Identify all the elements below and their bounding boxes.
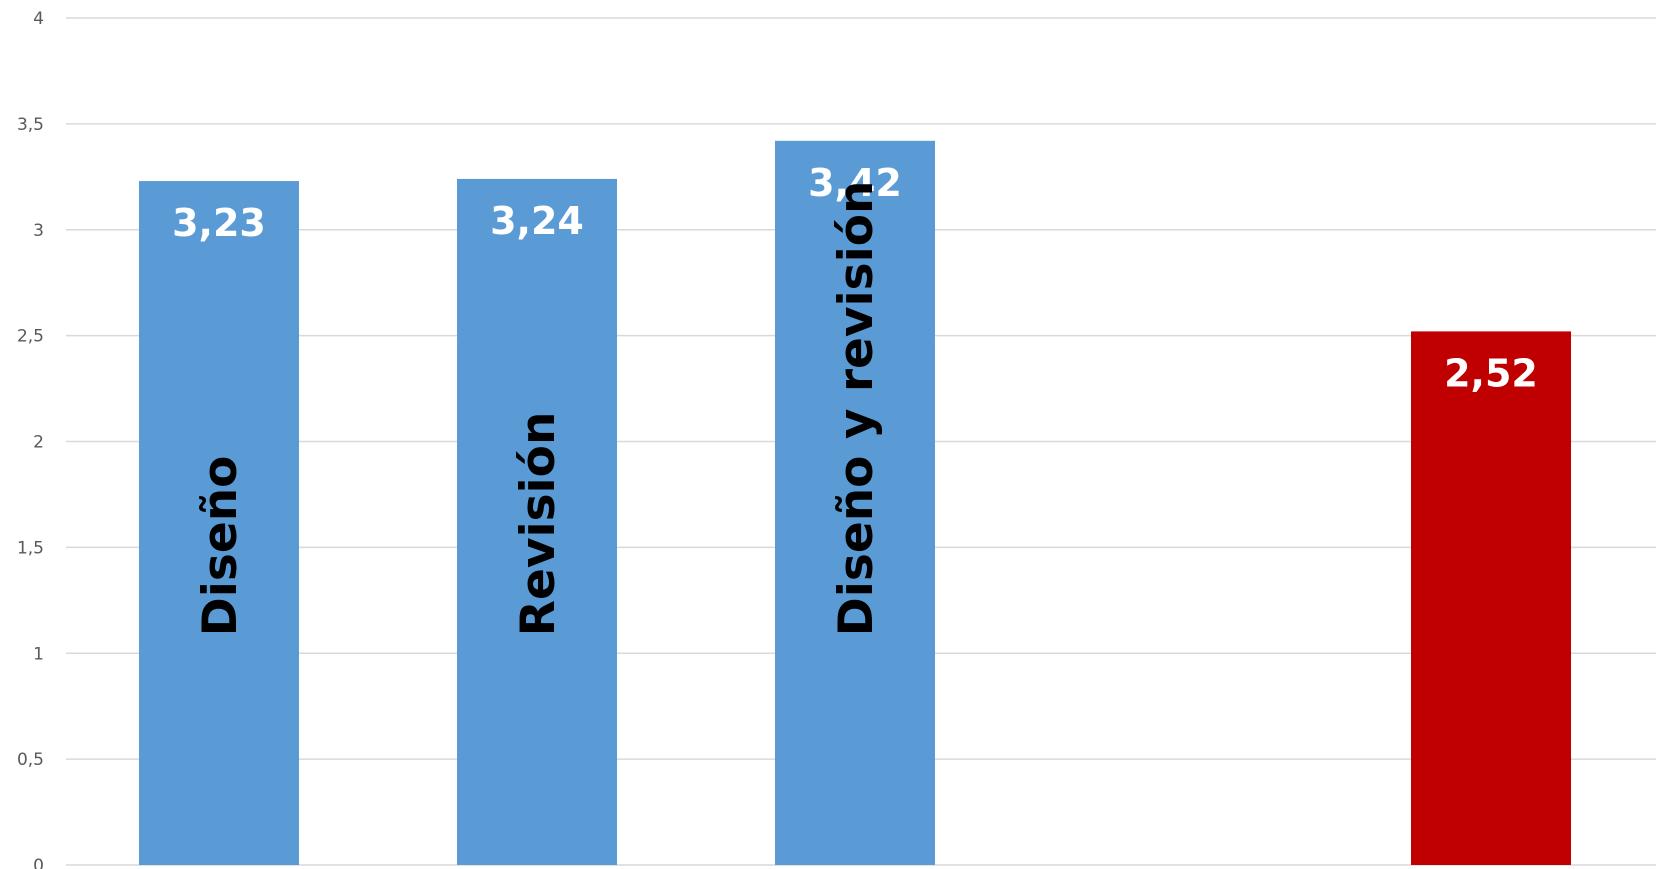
bar	[139, 181, 299, 866]
category-label: Revisión	[511, 412, 566, 637]
bars	[139, 140, 1571, 866]
bar	[775, 140, 935, 865]
y-tick-label: 0,5	[17, 750, 44, 770]
data-label: 3,24	[490, 199, 584, 243]
y-axis-tick-labels: 0 0,5 1 1,5 2 2,5 3 3,5 4	[17, 9, 44, 869]
category-label: Diseño	[193, 456, 248, 637]
data-label: 3,42	[808, 161, 902, 205]
y-tick-label: 2,5	[17, 327, 44, 347]
y-tick-label: 0	[33, 856, 44, 869]
y-tick-label: 1	[33, 644, 44, 664]
y-tick-label: 4	[33, 9, 44, 29]
y-tick-label: 3	[33, 221, 44, 241]
bar	[457, 178, 617, 865]
y-tick-label: 1,5	[17, 538, 44, 558]
y-tick-label: 3,5	[17, 115, 44, 135]
category-label: Diseño y revisión	[829, 181, 884, 637]
y-tick-label: 2	[33, 433, 44, 453]
data-label: 2,52	[1444, 351, 1538, 395]
bar	[1411, 331, 1571, 865]
data-label: 3,23	[172, 201, 266, 245]
